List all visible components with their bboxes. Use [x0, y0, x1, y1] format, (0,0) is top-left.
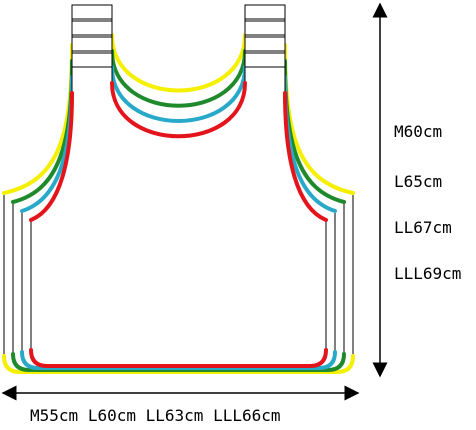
armhole-trim	[29, 91, 74, 222]
width-label: LLL66cm	[213, 406, 280, 425]
garment-outlines	[2, 4, 355, 374]
width-label: LL63cm	[146, 406, 204, 425]
neck-trim	[110, 65, 247, 123]
height-label: LLL69cm	[394, 264, 461, 283]
neck-trim	[110, 81, 247, 139]
height-label: M60cm	[394, 122, 442, 141]
width-label: L60cm	[88, 406, 136, 425]
width-label: M55cm	[30, 406, 78, 425]
hem-trim	[29, 348, 328, 368]
neck-trim	[110, 49, 247, 108]
armhole-trim	[283, 91, 328, 222]
height-label: LL67cm	[394, 218, 452, 237]
width-labels: M55cm L60cm LL63cm LLL66cm	[30, 406, 281, 425]
height-label: L65cm	[394, 172, 442, 191]
neck-trim	[110, 33, 247, 93]
